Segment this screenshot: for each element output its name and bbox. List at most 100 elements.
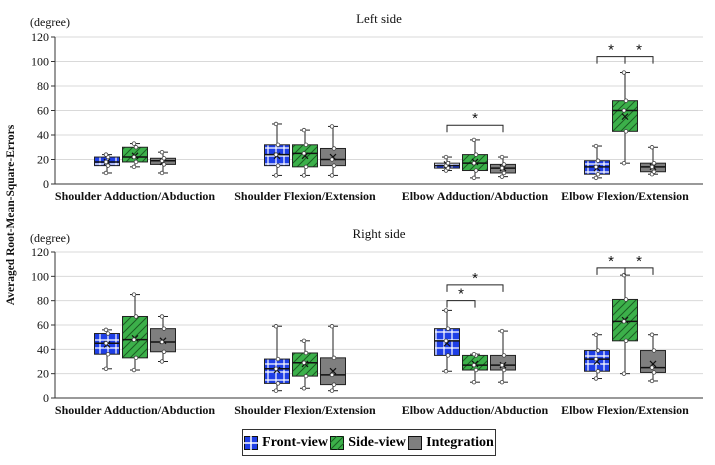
y-tick-label: 40	[37, 342, 49, 356]
significance-bracket	[624, 267, 654, 275]
data-point	[593, 175, 599, 181]
data-point	[329, 124, 335, 129]
y-tick-label: 20	[37, 153, 49, 167]
y-tick-label: 60	[37, 318, 49, 332]
legend-label-front: Front-view	[262, 434, 328, 450]
data-point	[499, 165, 505, 171]
box-body	[122, 146, 148, 163]
data-point	[131, 141, 137, 146]
chart-canvas: Averaged Root-Mean-Square-Errors Left sid…	[5, 11, 703, 417]
y-tick-label: 120	[31, 30, 49, 44]
data-point	[443, 338, 449, 344]
data-point	[621, 70, 627, 75]
significance-star: *	[472, 110, 478, 127]
box-integration	[150, 149, 176, 176]
data-point	[499, 379, 505, 385]
category-label: Shoulder Adduction/Abduction	[55, 403, 215, 417]
data-point	[275, 356, 281, 362]
data-point	[595, 369, 601, 374]
data-point	[595, 348, 601, 353]
data-point	[329, 372, 335, 378]
legend-item-integration: Integration	[408, 435, 494, 451]
data-point	[303, 350, 309, 356]
data-point	[303, 164, 309, 170]
data-point	[273, 152, 279, 157]
data-point	[501, 162, 507, 167]
data-point	[301, 127, 307, 133]
box-body	[122, 315, 148, 359]
significance-star: *	[636, 253, 642, 270]
y-tick-label: 0	[43, 177, 49, 191]
data-point	[103, 341, 109, 346]
box-side	[462, 352, 488, 385]
data-point	[471, 137, 477, 143]
box-front	[434, 154, 460, 173]
data-point	[161, 326, 167, 331]
box-side	[122, 141, 148, 170]
data-point	[473, 367, 479, 373]
data-point	[593, 376, 599, 381]
legend-swatch-side	[330, 435, 345, 450]
data-point	[471, 175, 477, 181]
panel-title: Left side	[356, 11, 402, 26]
data-point	[649, 145, 655, 150]
significance-bracket	[446, 124, 504, 133]
box-side	[612, 272, 638, 376]
panel-right: Right side (degree) 0 20 40 60 80 100 120 Shoulde…	[30, 226, 703, 417]
category-label: Elbow Flexion/Extension	[561, 189, 689, 203]
data-point	[301, 173, 307, 178]
data-point	[623, 129, 629, 134]
legend-label-integration: Integration	[426, 434, 494, 450]
legend-label-side: Side-view	[348, 434, 406, 450]
data-point	[303, 373, 309, 379]
data-point	[443, 369, 449, 374]
box-body	[462, 354, 488, 371]
data-point	[501, 367, 507, 373]
box-integration	[640, 145, 666, 177]
data-point	[133, 314, 139, 319]
category-label: Shoulder Adduction/Abduction	[55, 189, 215, 203]
data-point	[103, 327, 109, 333]
data-point	[273, 121, 279, 127]
y-tick-label: 20	[37, 367, 49, 381]
data-point	[595, 171, 601, 177]
data-point	[131, 164, 137, 170]
legend-item-side: Side-view	[330, 435, 406, 451]
data-point	[471, 362, 477, 368]
data-point	[621, 160, 627, 166]
significance-bracket	[624, 56, 654, 64]
data-point	[275, 142, 281, 147]
y-tick-label: 100	[31, 269, 49, 283]
data-point	[331, 382, 337, 387]
data-point	[331, 146, 337, 151]
category-label: Shoulder Flexion/Extension	[234, 403, 376, 417]
data-point	[161, 156, 167, 161]
data-point	[329, 388, 335, 393]
unit-label: (degree)	[30, 15, 70, 29]
box-front	[264, 121, 290, 178]
data-point	[445, 353, 451, 358]
data-point	[329, 157, 335, 162]
box-side	[122, 292, 148, 373]
y-tick-label: 120	[31, 245, 49, 259]
data-point	[501, 170, 507, 176]
data-point	[131, 154, 137, 160]
data-point	[331, 355, 337, 361]
legend-swatch-integration	[408, 435, 423, 450]
data-point	[303, 142, 309, 147]
data-point	[593, 164, 599, 170]
box-integration	[150, 314, 176, 364]
data-point	[159, 170, 165, 176]
box-integration	[490, 154, 516, 179]
data-point	[443, 308, 449, 313]
legend: Front-view Side-view Integration	[242, 429, 496, 456]
box-integration	[320, 124, 346, 178]
data-point	[471, 160, 477, 166]
data-point	[161, 162, 167, 167]
data-point	[621, 108, 627, 113]
significance-star: *	[608, 253, 614, 270]
box-side	[292, 127, 318, 178]
data-point	[443, 154, 449, 160]
box-integration	[640, 332, 666, 384]
data-point	[273, 366, 279, 371]
